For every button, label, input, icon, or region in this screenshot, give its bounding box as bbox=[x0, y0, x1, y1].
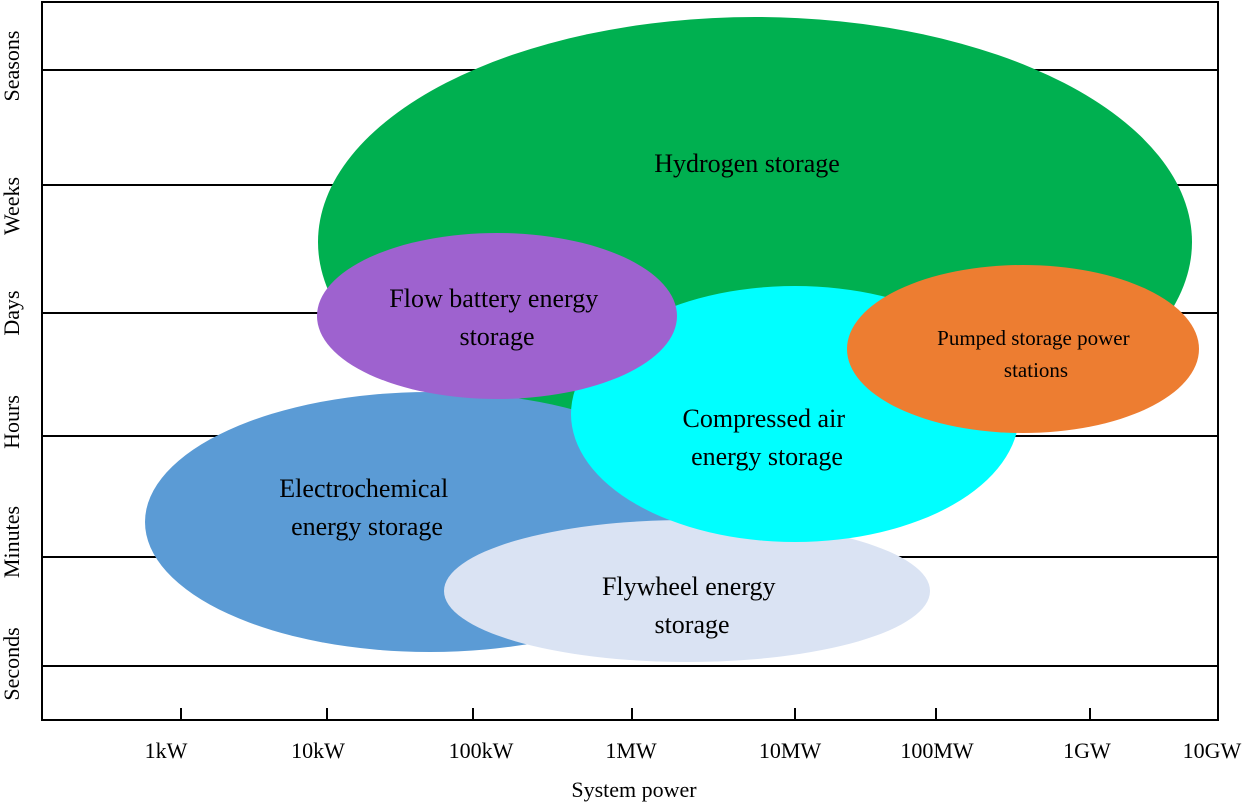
band-label-seasons: Seasons bbox=[0, 31, 24, 102]
flywheel-storage-region bbox=[444, 520, 930, 662]
flow-battery-storage-label: Flow battery energy storage bbox=[389, 284, 604, 351]
band-label-hours: Hours bbox=[0, 395, 24, 449]
band-label-minutes: Minutes bbox=[0, 506, 24, 578]
x-tick-label-10gw: 10GW bbox=[1183, 738, 1242, 763]
hydrogen-storage-label: Hydrogen storage bbox=[654, 149, 840, 178]
x-tick-label-1gw: 1GW bbox=[1063, 738, 1111, 763]
pumped-storage-label: Pumped storage power stations bbox=[937, 326, 1135, 382]
pumped-storage-region bbox=[847, 265, 1199, 433]
band-label-days: Days bbox=[0, 290, 24, 335]
x-tick-label-1kw: 1kW bbox=[145, 738, 188, 763]
x-tick-label-100mw: 100MW bbox=[900, 738, 974, 763]
band-label-weeks: Weeks bbox=[0, 177, 24, 235]
x-tick-label-10mw: 10MW bbox=[759, 738, 822, 763]
flywheel-storage-label: Flywheel energy storage bbox=[602, 572, 782, 639]
compressed-air-storage-label: Compressed air energy storage bbox=[683, 404, 852, 471]
x-axis-title: System power bbox=[571, 777, 697, 802]
x-tick-label-1mw: 1MW bbox=[605, 738, 657, 763]
electrochemical-storage-label: Electrochemical energy storage bbox=[279, 474, 454, 541]
x-tick-label-100kw: 100kW bbox=[449, 738, 514, 763]
x-tick-marks bbox=[180, 708, 1091, 720]
x-tick-label-10kw: 10kW bbox=[291, 738, 345, 763]
band-label-seconds: Seconds bbox=[0, 627, 24, 700]
flow-battery-storage-region bbox=[317, 233, 677, 399]
